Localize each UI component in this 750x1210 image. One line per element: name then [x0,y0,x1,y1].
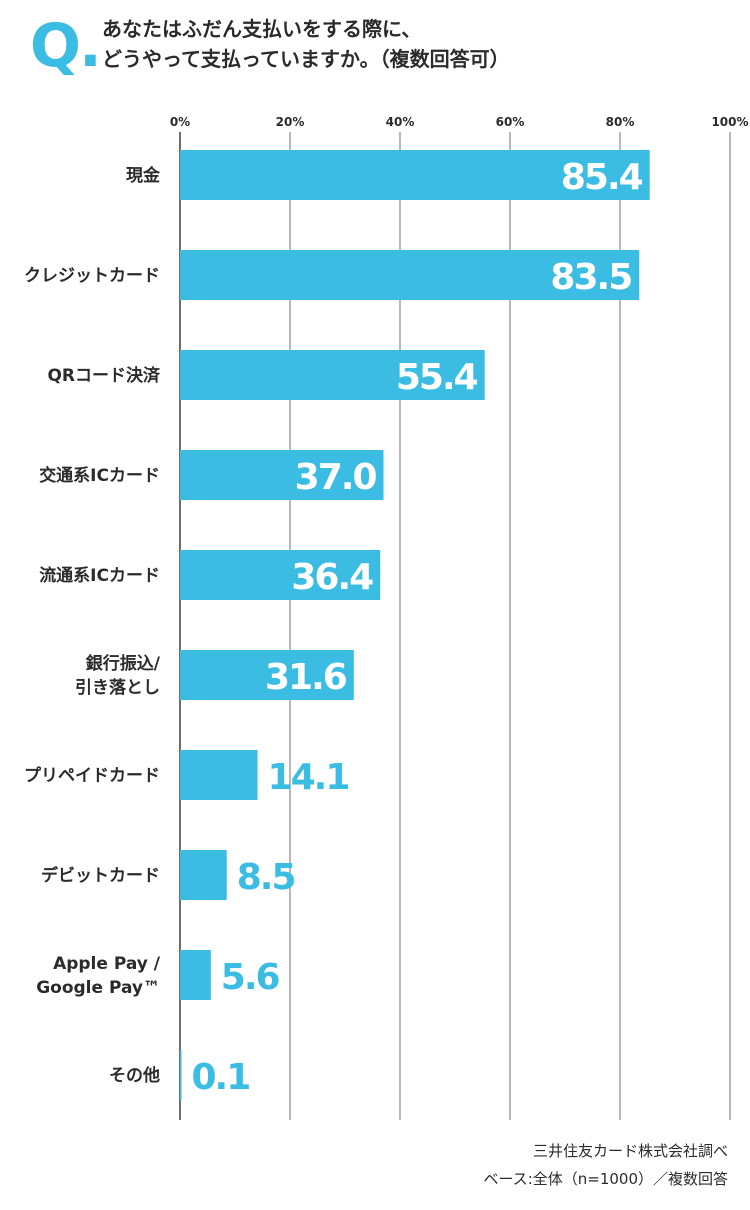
x-tick-label: 80% [606,115,635,129]
category-label: 銀行振込/引き落とし [75,653,161,698]
category-label: 現金 [126,165,161,186]
x-tick-label: 20% [276,115,305,129]
x-tick-label: 0% [170,115,190,129]
bar [180,950,211,1000]
question-line-2: どうやって支払っていますか。（複数回答可） [102,47,510,71]
value-label: 85.4 [561,157,643,198]
x-tick-label: 60% [496,115,525,129]
question-mark: Q. [30,11,102,81]
bar-chart: 0% 20% 40% 60% 80% 100% 現金 85.4 クレジットカード 83.5 QRコー… [24,115,749,1120]
value-label: 37.0 [295,457,377,498]
category-label: クレジットカード [24,266,160,286]
value-label: 5.6 [221,957,280,998]
x-tick-label: 100% [711,115,748,129]
value-label: 83.5 [550,257,631,298]
x-tick-label: 40% [386,115,415,129]
value-label: 8.5 [237,857,295,898]
category-label: Apple Pay / Google Pay™ [36,954,161,998]
bar [180,1050,182,1100]
question-line-1: あなたはふだん支払いをする際に、 [102,17,422,41]
value-label: 31.6 [265,657,347,698]
category-label: デビットカード [41,865,160,886]
bar [180,350,485,400]
bar [180,750,258,800]
category-label: QRコード決済 [47,365,161,386]
value-label: 55.4 [396,357,478,398]
bar [180,250,640,300]
category-label: その他 [109,1065,160,1086]
source-note: 三井住友カード株式会社調べ [532,1142,728,1160]
bar [180,850,227,900]
bar [180,650,354,700]
category-label: 交通系ICカード [39,465,160,486]
bar [180,550,381,600]
bar [180,150,650,200]
base-note: ベース:全体（n=1000）／複数回答 [483,1170,728,1188]
value-label: 36.4 [291,557,373,598]
category-label: プリペイドカード [24,765,160,786]
bar [180,450,384,500]
value-label: 0.1 [192,1057,250,1098]
category-label: 流通系ICカード [39,565,160,586]
value-label: 14.1 [268,757,349,798]
question-title: あなたはふだん支払いをする際に、 どうやって支払っていますか。（複数回答可） [102,14,722,74]
